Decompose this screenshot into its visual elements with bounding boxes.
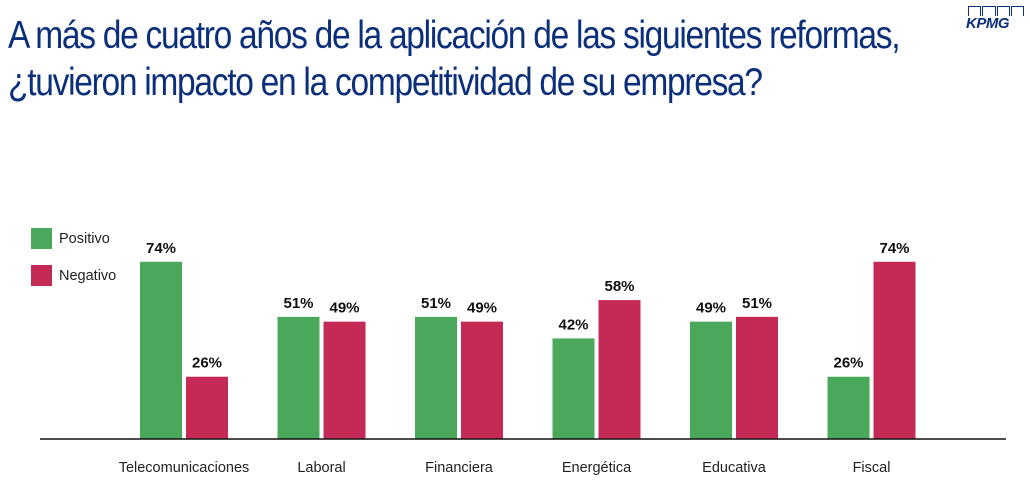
bar-negativo-3 bbox=[598, 300, 641, 439]
bar-negativo-2 bbox=[461, 321, 503, 439]
bar-positivo-0 bbox=[140, 261, 182, 439]
data-label-positivo-1: 51% bbox=[283, 295, 313, 312]
data-label-negativo-1: 49% bbox=[329, 300, 359, 317]
category-label-5: Fiscal bbox=[853, 460, 891, 476]
bar-positivo-1 bbox=[277, 316, 320, 439]
bar-positivo-3 bbox=[552, 338, 595, 439]
bar-positivo-5 bbox=[827, 376, 870, 439]
category-label-1: Laboral bbox=[297, 460, 345, 476]
data-label-positivo-0: 74% bbox=[146, 240, 176, 257]
data-label-negativo-3: 58% bbox=[604, 278, 634, 295]
bar-positivo-2 bbox=[415, 316, 457, 439]
kpmg-logo-text: KPMG bbox=[966, 15, 1010, 32]
legend-swatch-negativo bbox=[31, 265, 52, 286]
category-label-4: Educativa bbox=[702, 460, 767, 476]
bar-negativo-0 bbox=[186, 376, 228, 439]
data-label-positivo-3: 42% bbox=[558, 316, 588, 333]
category-label-0: Telecomunicaciones bbox=[119, 460, 250, 476]
data-label-negativo-5: 74% bbox=[879, 240, 909, 257]
data-label-positivo-4: 49% bbox=[696, 300, 726, 317]
data-label-negativo-2: 49% bbox=[467, 300, 497, 317]
data-label-positivo-5: 26% bbox=[833, 355, 863, 372]
category-label-3: Energética bbox=[562, 460, 632, 476]
chart-title-line-1: A más de cuatro años de la aplicación de… bbox=[8, 14, 901, 57]
bar-positivo-4 bbox=[690, 321, 732, 439]
bar-negativo-4 bbox=[736, 316, 778, 439]
data-label-negativo-0: 26% bbox=[192, 355, 222, 372]
bar-negativo-1 bbox=[323, 321, 366, 439]
legend-swatch-positivo bbox=[31, 228, 52, 249]
legend-label-negativo: Negativo bbox=[59, 268, 116, 284]
kpmg-logo: KPMG bbox=[966, 6, 1026, 36]
legend-label-positivo: Positivo bbox=[59, 231, 110, 247]
data-label-positivo-2: 51% bbox=[421, 295, 451, 312]
chart-title: A más de cuatro años de la aplicación de… bbox=[8, 12, 901, 106]
data-label-negativo-4: 51% bbox=[742, 295, 772, 312]
category-label-2: Financiera bbox=[425, 460, 494, 476]
kpmg-logo-boxes bbox=[968, 6, 1024, 16]
chart-title-line-2: ¿tuvieron impacto en la competitividad d… bbox=[8, 61, 763, 104]
bar-negativo-5 bbox=[873, 261, 916, 439]
